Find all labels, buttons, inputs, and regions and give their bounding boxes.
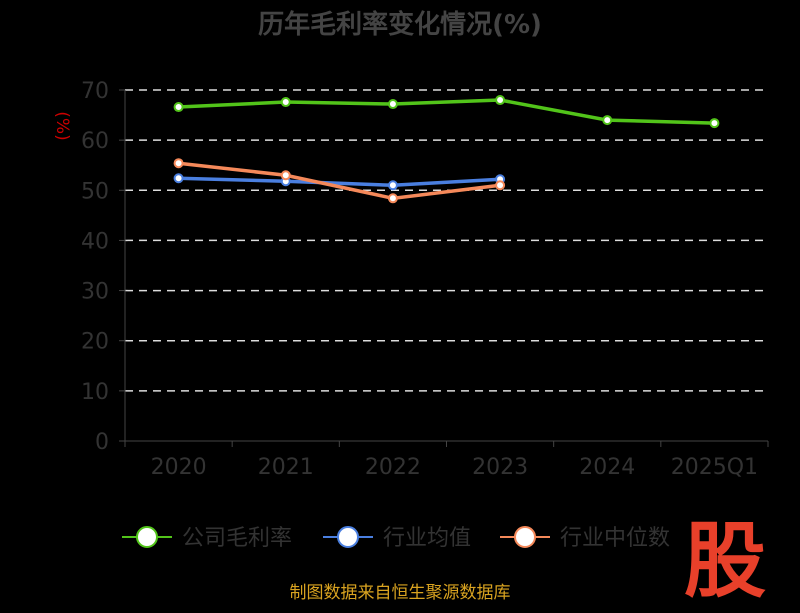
y-tick-label: 70: [81, 79, 109, 104]
source-footer: 制图数据来自恒生聚源数据库: [289, 583, 511, 603]
data-point: [495, 180, 506, 191]
data-point: [387, 180, 398, 191]
x-tick-label: 2021: [258, 455, 314, 480]
y-tick-label: 50: [81, 179, 109, 204]
data-point: [173, 173, 184, 184]
data-point: [387, 193, 398, 204]
data-point: [602, 115, 613, 126]
y-axis-label: (%): [52, 111, 72, 140]
data-point: [173, 102, 184, 113]
legend-marker: [514, 526, 536, 548]
chart-title: 历年毛利率变化情况(%): [258, 10, 542, 40]
x-tick-label: 2025Q1: [671, 455, 758, 480]
data-point: [173, 158, 184, 169]
x-tick-label: 2023: [472, 455, 528, 480]
data-point: [280, 170, 291, 181]
y-tick-label: 40: [81, 229, 109, 254]
y-tick-label: 30: [81, 280, 109, 305]
y-tick-label: 0: [95, 430, 109, 455]
y-tick-label: 20: [81, 330, 109, 355]
data-point: [709, 118, 720, 129]
line-chart: 0 10 20 30 40 50 60 70 (%) 2020 2021 2022 2023 2024 20…: [52, 79, 769, 551]
x-tick-label: 2022: [365, 455, 421, 480]
legend-label: 公司毛利率: [182, 526, 292, 551]
series-line-0: [178, 98, 715, 125]
data-point: [280, 97, 291, 108]
series-line-1: [178, 176, 501, 188]
legend-marker: [136, 526, 158, 548]
data-point: [495, 95, 506, 106]
y-tick-label: 60: [81, 129, 109, 154]
x-tick-label: 2020: [151, 455, 207, 480]
data-point: [387, 99, 398, 110]
y-tick-label: 10: [81, 380, 109, 405]
legend-label: 行业均值: [383, 526, 471, 551]
watermark-logo: 股: [684, 513, 767, 609]
legend-marker: [337, 526, 359, 548]
x-tick-label: 2024: [579, 455, 635, 480]
legend-label: 行业中位数: [560, 526, 670, 551]
series-line-2: [178, 161, 501, 201]
